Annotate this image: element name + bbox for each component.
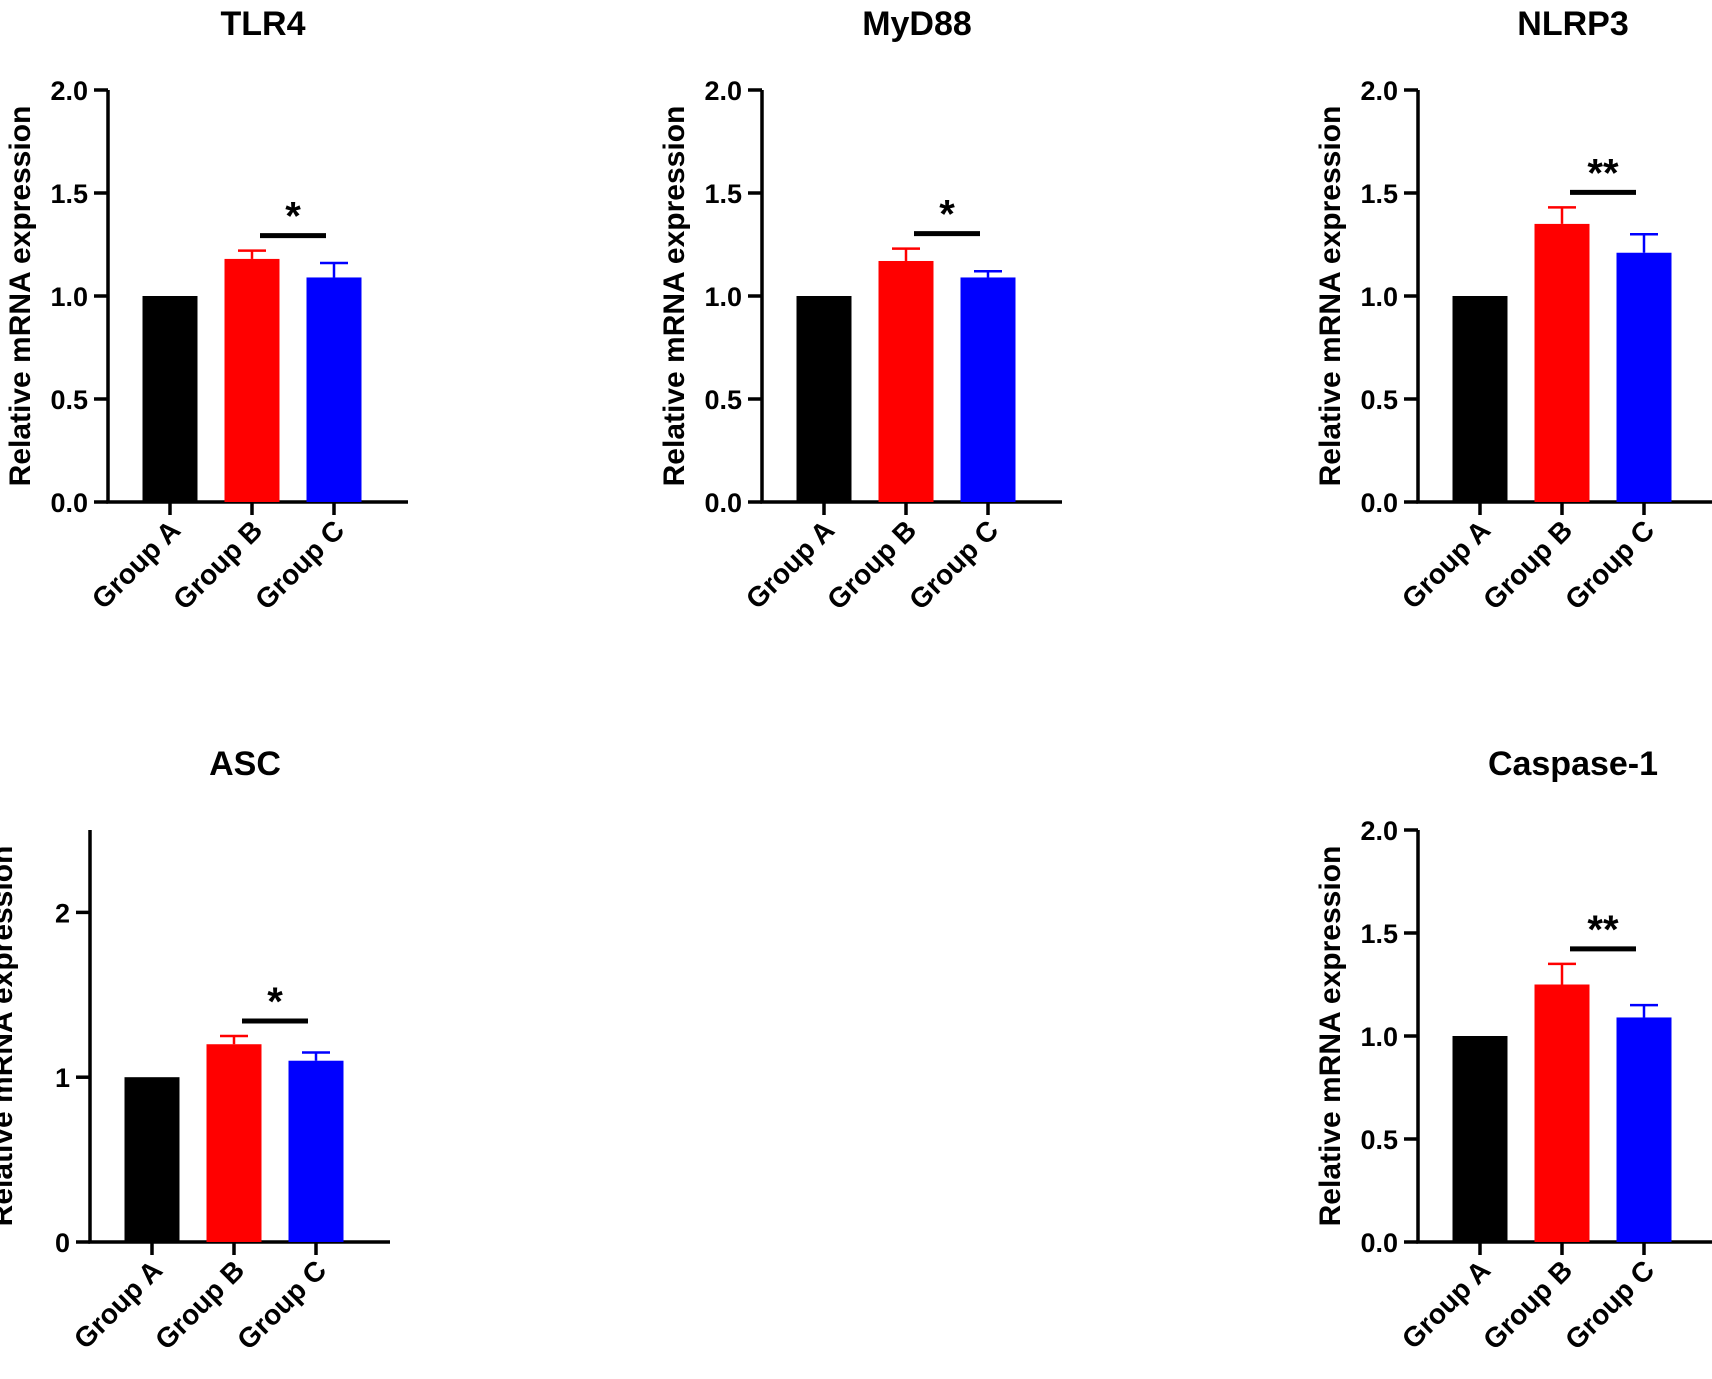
y-tick-label: 1.5: [1360, 919, 1398, 949]
y-tick-label: 0.0: [704, 488, 742, 518]
x-tick-label: Group B: [1477, 514, 1578, 615]
x-tick-label: Group C: [1559, 514, 1660, 615]
chart-title: ASC: [209, 745, 281, 783]
panel-nlrp3: NLRP3 Relative mRNA expression 0.0 0.5 1.0 1.…: [1314, 5, 1712, 615]
y-tick-label: 0.0: [1360, 488, 1398, 518]
x-tick-label: Group A: [1396, 1254, 1496, 1354]
significance-label: *: [939, 193, 955, 237]
y-tick-label: 0.0: [50, 488, 88, 518]
x-tick-label: Group C: [249, 514, 350, 615]
x-tick-label: Group A: [68, 1254, 168, 1354]
bar-group-c: [288, 1060, 344, 1242]
y-tick-label: 1.0: [1360, 1022, 1398, 1052]
bar-group-a: [796, 296, 852, 502]
y-tick-label: 1.0: [704, 282, 742, 312]
x-tick-label: Group C: [231, 1254, 332, 1355]
chart-title: TLR4: [221, 5, 306, 43]
bar-group-c: [960, 277, 1016, 502]
chart-title: MyD88: [862, 5, 972, 43]
y-tick-label: 0.5: [1360, 1125, 1398, 1155]
y-tick-label: 1.5: [50, 179, 88, 209]
y-axis-label: Relative mRNA expression: [0, 846, 19, 1227]
y-tick-label: 2.0: [1360, 816, 1398, 846]
bar-group-c: [306, 277, 362, 502]
y-tick-label: 0: [55, 1228, 70, 1258]
significance-label: *: [285, 195, 301, 239]
bar-group-b: [224, 258, 280, 502]
y-tick-label: 1: [55, 1063, 70, 1093]
y-tick-label: 0.5: [704, 385, 742, 415]
x-tick-label: Group A: [86, 514, 186, 614]
y-tick-label: 2: [55, 898, 70, 928]
y-tick-label: 2.0: [704, 76, 742, 106]
x-tick-label: Group B: [1477, 1254, 1578, 1355]
bar-group-c: [1616, 252, 1672, 502]
bar-group-b: [206, 1044, 262, 1242]
bar-group-a: [142, 296, 198, 502]
bar-group-b: [1534, 984, 1590, 1242]
x-tick-label: Group A: [740, 514, 840, 614]
y-tick-label: 1.0: [1360, 282, 1398, 312]
panel-myd88: MyD88 Relative mRNA expression 0.0 0.5 1.0 1.…: [658, 5, 1062, 615]
y-tick-label: 2.0: [50, 76, 88, 106]
bar-group-a: [1452, 296, 1508, 502]
panel-caspase-1: Caspase-1 Relative mRNA expression 0.0 0.5 1…: [1314, 745, 1712, 1355]
y-axis-label: Relative mRNA expression: [4, 106, 37, 487]
bar-group-b: [1534, 223, 1590, 502]
y-axis-label: Relative mRNA expression: [1314, 106, 1347, 487]
x-tick-label: Group B: [167, 514, 268, 615]
significance-label: *: [267, 980, 283, 1024]
x-tick-label: Group C: [1559, 1254, 1660, 1355]
y-tick-label: 1.5: [704, 179, 742, 209]
bar-group-a: [1452, 1036, 1508, 1242]
y-tick-label: 0.5: [50, 385, 88, 415]
y-tick-label: 2.0: [1360, 76, 1398, 106]
bar-group-a: [124, 1077, 180, 1242]
chart-title: NLRP3: [1517, 5, 1628, 43]
x-tick-label: Group B: [821, 514, 922, 615]
y-axis-label: Relative mRNA expression: [1314, 846, 1347, 1227]
significance-label: **: [1587, 908, 1619, 952]
panel-tlr4: TLR4 Relative mRNA expression 0.0 0.5 1.0 1.5…: [4, 5, 408, 615]
x-tick-label: Group B: [149, 1254, 250, 1355]
bar-group-c: [1616, 1017, 1672, 1242]
significance-label: **: [1587, 151, 1619, 195]
chart-title: Caspase-1: [1488, 745, 1658, 783]
x-tick-label: Group C: [903, 514, 1004, 615]
bar-group-b: [878, 260, 934, 502]
y-axis-label: Relative mRNA expression: [658, 106, 691, 487]
y-tick-label: 1.5: [1360, 179, 1398, 209]
y-tick-label: 1.0: [50, 282, 88, 312]
x-tick-label: Group A: [1396, 514, 1496, 614]
y-tick-label: 0.5: [1360, 385, 1398, 415]
y-tick-label: 0.0: [1360, 1228, 1398, 1258]
